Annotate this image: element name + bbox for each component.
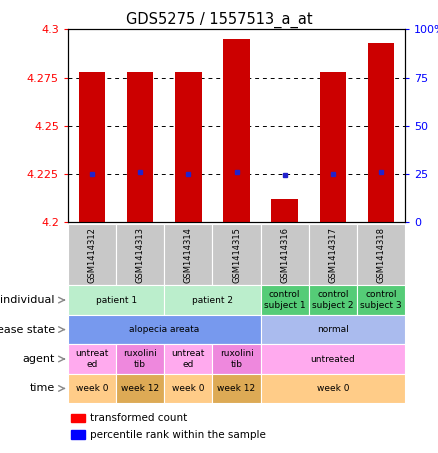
Bar — [175, 72, 201, 222]
Bar — [116, 224, 164, 285]
Text: GSM1414318: GSM1414318 — [377, 227, 385, 283]
Bar — [68, 285, 164, 315]
Text: week 0: week 0 — [76, 384, 108, 393]
Bar — [164, 344, 212, 374]
Bar — [212, 344, 261, 374]
Text: alopecia areata: alopecia areata — [129, 325, 199, 334]
Bar — [261, 315, 405, 344]
Bar — [68, 344, 116, 374]
Bar — [164, 224, 212, 285]
Text: individual: individual — [0, 295, 55, 305]
Bar — [127, 72, 153, 222]
Text: week 0: week 0 — [317, 384, 349, 393]
Text: control
subject 2: control subject 2 — [312, 290, 353, 310]
Text: GSM1414316: GSM1414316 — [280, 227, 289, 283]
Bar — [212, 224, 261, 285]
Text: patient 2: patient 2 — [192, 296, 233, 304]
Text: GSM1414315: GSM1414315 — [232, 227, 241, 283]
Text: untreated: untreated — [311, 355, 355, 363]
Text: GSM1414317: GSM1414317 — [328, 227, 337, 283]
Text: ruxolini
tib: ruxolini tib — [123, 349, 157, 369]
Bar — [212, 374, 261, 403]
Bar — [357, 285, 405, 315]
Text: untreat
ed: untreat ed — [75, 349, 109, 369]
Bar — [272, 199, 298, 222]
Text: agent: agent — [22, 354, 55, 364]
Text: untreat
ed: untreat ed — [172, 349, 205, 369]
Bar — [68, 315, 261, 344]
Text: normal: normal — [317, 325, 349, 334]
Text: disease state: disease state — [0, 324, 55, 335]
Text: GSM1414314: GSM1414314 — [184, 227, 193, 283]
Bar — [261, 344, 405, 374]
Bar — [261, 374, 405, 403]
Text: GSM1414313: GSM1414313 — [136, 227, 145, 283]
Bar — [68, 224, 116, 285]
Bar — [223, 39, 250, 222]
Text: patient 1: patient 1 — [95, 296, 137, 304]
Bar — [116, 374, 164, 403]
Bar — [164, 374, 212, 403]
Text: control
subject 1: control subject 1 — [264, 290, 306, 310]
Text: control
subject 3: control subject 3 — [360, 290, 402, 310]
Text: time: time — [29, 383, 55, 394]
Bar — [71, 414, 85, 422]
Bar — [320, 72, 346, 222]
Text: transformed count: transformed count — [90, 413, 187, 423]
Bar — [368, 43, 394, 222]
Text: ruxolini
tib: ruxolini tib — [219, 349, 254, 369]
Bar — [164, 285, 261, 315]
Text: week 12: week 12 — [121, 384, 159, 393]
Text: GDS5275 / 1557513_a_at: GDS5275 / 1557513_a_at — [126, 11, 312, 28]
Text: week 0: week 0 — [172, 384, 205, 393]
Bar — [261, 285, 309, 315]
Text: percentile rank within the sample: percentile rank within the sample — [90, 429, 266, 439]
Text: week 12: week 12 — [217, 384, 256, 393]
Text: GSM1414312: GSM1414312 — [88, 227, 96, 283]
Bar — [68, 374, 116, 403]
Bar — [79, 72, 105, 222]
Bar — [309, 285, 357, 315]
Bar — [309, 224, 357, 285]
Bar — [357, 224, 405, 285]
Bar — [261, 224, 309, 285]
Bar — [71, 430, 85, 439]
Bar — [116, 344, 164, 374]
